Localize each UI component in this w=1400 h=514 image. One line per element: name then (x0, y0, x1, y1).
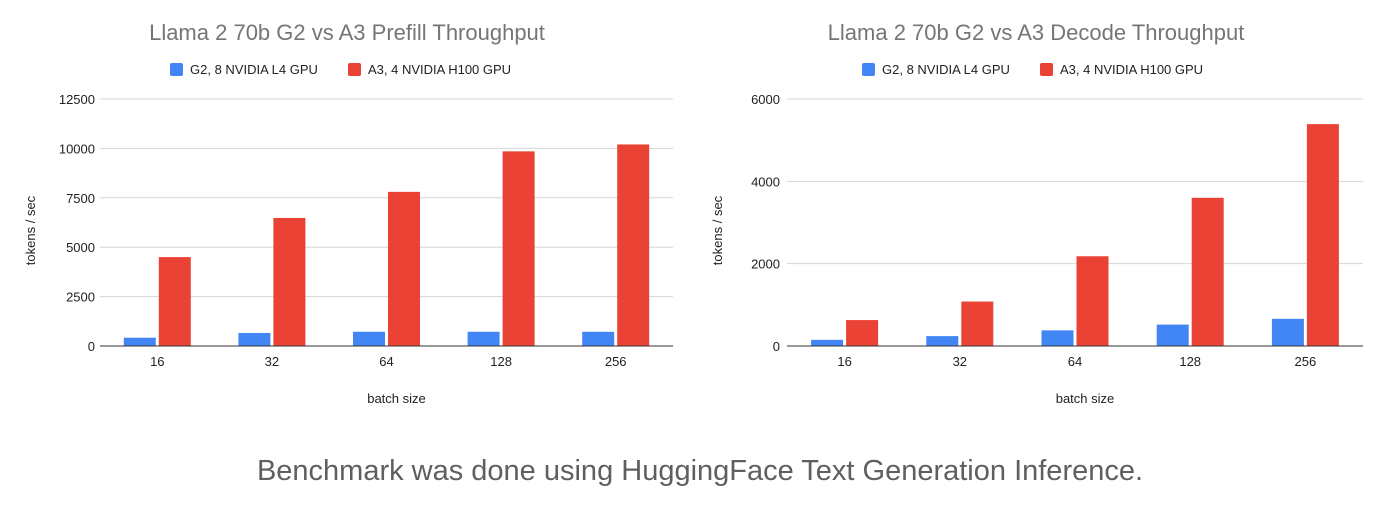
y-tick-label: 10000 (59, 141, 95, 156)
x-tick-label: 256 (1295, 354, 1317, 369)
bar-g2-16 (123, 337, 156, 346)
bar-a3-32 (273, 217, 306, 346)
y-tick-label: 4000 (751, 174, 780, 189)
bar-g2-64 (1041, 330, 1074, 346)
y-axis-label: tokens / sec (710, 195, 725, 265)
bar-g2-64 (353, 331, 385, 346)
y-tick-label: 6000 (751, 92, 780, 107)
x-tick-label: 128 (1179, 354, 1201, 369)
y-axis-label: tokens / sec (23, 195, 38, 265)
legend-swatch (348, 63, 361, 76)
bar-a3-128 (1191, 197, 1224, 346)
bar-g2-32 (926, 336, 959, 346)
bar-a3-16 (158, 257, 191, 346)
benchmark-caption: Benchmark was done using HuggingFace Tex… (256, 455, 1144, 487)
bar-a3-16 (846, 320, 879, 346)
legend-label: G2, 8 NVIDIA L4 GPU (882, 62, 1010, 77)
y-tick-label: 2500 (66, 290, 95, 305)
legend-label: A3, 4 NVIDIA H100 GPU (368, 62, 511, 77)
bar-g2-256 (582, 331, 615, 346)
legend-swatch (862, 63, 875, 76)
legend-label: G2, 8 NVIDIA L4 GPU (190, 62, 318, 77)
bar-g2-128 (467, 331, 500, 346)
x-tick-label: 64 (379, 354, 393, 369)
chart-2: Llama 2 70b G2 vs A3 Decode Throughput G2… (710, 20, 1363, 406)
bar-g2-256 (1271, 318, 1304, 346)
x-tick-label: 16 (837, 354, 851, 369)
bar-a3-64 (388, 191, 420, 346)
charts-canvas: Llama 2 70b G2 vs A3 Prefill Throughput G… (23, 20, 1363, 406)
x-tick-label: 256 (605, 354, 627, 369)
y-tick-label: 7500 (66, 191, 95, 206)
x-axis-label: batch size (367, 391, 426, 406)
x-tick-label: 32 (953, 354, 967, 369)
x-tick-label: 64 (1068, 354, 1082, 369)
y-tick-label: 0 (88, 339, 95, 354)
bar-a3-256 (1306, 124, 1339, 346)
chart-title: Llama 2 70b G2 vs A3 Decode Throughput (828, 20, 1245, 45)
bar-a3-32 (961, 301, 994, 346)
legend-swatch (170, 63, 183, 76)
bar-g2-16 (811, 339, 844, 346)
x-tick-label: 16 (150, 354, 164, 369)
chart-title: Llama 2 70b G2 vs A3 Prefill Throughput (149, 20, 545, 45)
chart-1: Llama 2 70b G2 vs A3 Prefill Throughput G… (23, 20, 673, 406)
y-tick-label: 0 (773, 339, 780, 354)
legend-label: A3, 4 NVIDIA H100 GPU (1060, 62, 1203, 77)
y-tick-label: 2000 (751, 257, 780, 272)
bar-a3-64 (1076, 256, 1109, 346)
legend-swatch (1040, 63, 1053, 76)
y-tick-label: 12500 (59, 92, 95, 107)
bar-g2-128 (1156, 324, 1189, 346)
bar-g2-32 (238, 332, 271, 346)
x-tick-label: 128 (490, 354, 512, 369)
x-tick-label: 32 (265, 354, 279, 369)
x-axis-label: batch size (1056, 391, 1115, 406)
bar-a3-256 (617, 144, 650, 346)
bar-a3-128 (502, 151, 535, 346)
y-tick-label: 5000 (66, 240, 95, 255)
